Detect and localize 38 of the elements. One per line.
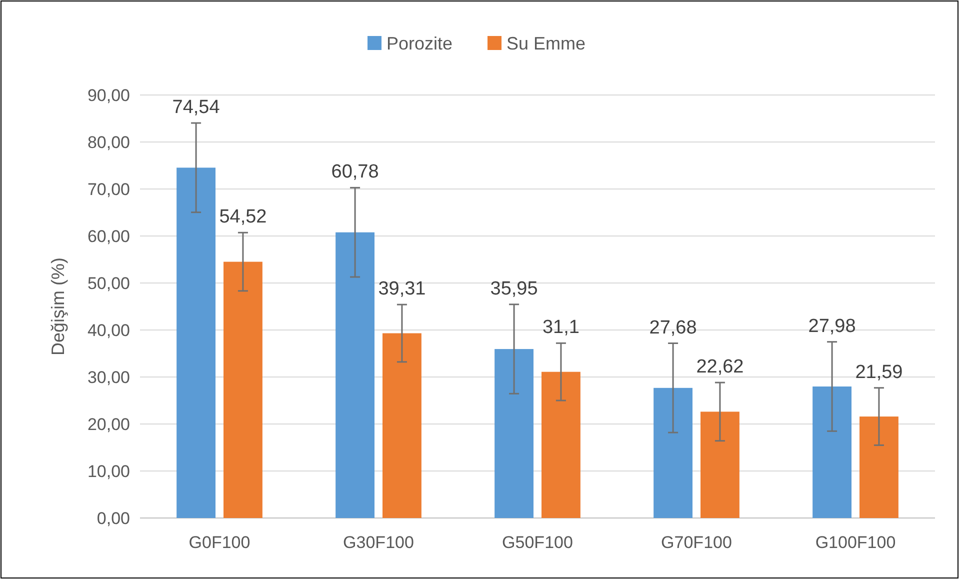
y-tick-label: 50,00 (87, 274, 130, 293)
y-tick-label: 10,00 (87, 462, 130, 481)
data-label: 35,95 (490, 278, 538, 300)
bar (382, 333, 422, 518)
x-tick-label: G0F100 (188, 533, 250, 552)
y-tick-label: 30,00 (87, 368, 130, 387)
y-tick-label: 90,00 (87, 86, 130, 105)
data-label: 60,78 (331, 162, 379, 183)
y-tick-label: 60,00 (87, 226, 130, 246)
y-tick-label: 80,00 (87, 132, 130, 152)
data-label: 74,54 (172, 97, 220, 118)
legend-label: Porozite (386, 33, 453, 54)
y-tick-label: 0,00 (96, 508, 130, 528)
y-tick-label: 20,00 (87, 414, 130, 434)
data-label: 21,59 (855, 362, 903, 383)
bar (336, 232, 374, 518)
bar (176, 168, 216, 518)
bar (224, 262, 262, 518)
y-tick-label: 40,00 (87, 320, 130, 340)
x-tick-label: G30F100 (343, 533, 414, 552)
data-label: 54,52 (219, 206, 267, 228)
data-label: 27,68 (649, 317, 697, 338)
y-tick-label: 70,00 (87, 180, 130, 199)
data-label: 39,31 (378, 278, 426, 300)
bar (700, 412, 740, 518)
x-tick-label: G70F100 (661, 533, 732, 552)
data-label: 27,98 (808, 316, 856, 337)
data-label: 31,1 (542, 317, 580, 338)
bar (812, 386, 852, 518)
bar (860, 416, 898, 518)
x-tick-label: G100F100 (815, 533, 896, 552)
data-label: 22,62 (696, 356, 744, 378)
y-axis-title: Değişim (%) (48, 257, 68, 356)
legend-label: Su Emme (506, 33, 586, 54)
bar (654, 388, 692, 518)
bar (494, 349, 534, 518)
bar (542, 372, 580, 518)
x-tick-label: G50F100 (502, 533, 573, 552)
